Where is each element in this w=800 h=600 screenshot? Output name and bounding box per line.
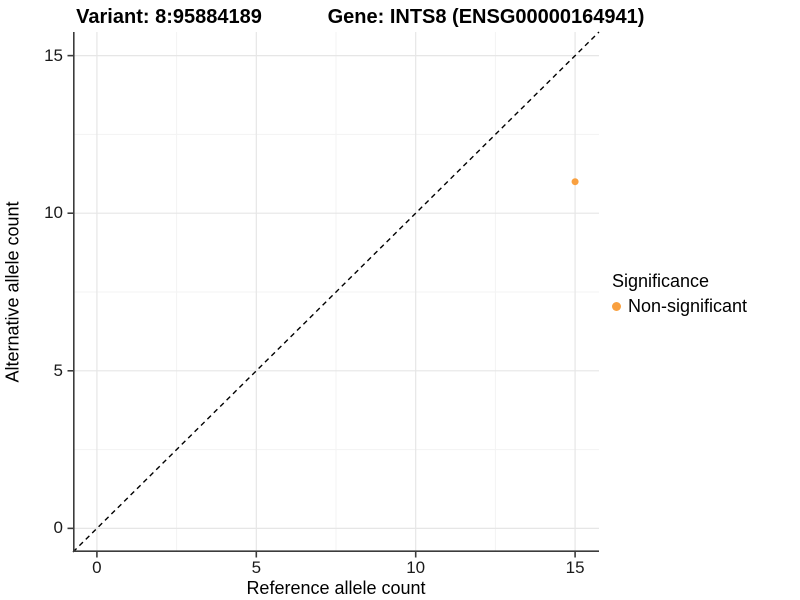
chart-canvas xyxy=(67,31,600,558)
plot-title-variant: Variant: 8:95884189 xyxy=(76,6,262,28)
legend-entry: Non-significant xyxy=(612,296,747,317)
y-tick-label: 5 xyxy=(53,360,63,380)
legend-point-icon xyxy=(612,302,621,311)
y-axis-label: Alternative allele count xyxy=(2,201,23,383)
y-tick-label: 15 xyxy=(44,45,63,65)
x-tick-label: 5 xyxy=(251,558,262,577)
plot-title-gene: Gene: INTS8 (ENSG00000164941) xyxy=(327,6,645,28)
legend: Significance Non-significant xyxy=(612,271,747,317)
x-tick-label: 10 xyxy=(406,558,426,577)
identity-line xyxy=(72,31,600,553)
x-tick-label: 15 xyxy=(565,558,585,577)
x-tick-label: 0 xyxy=(92,558,102,577)
y-tick-label: 10 xyxy=(44,203,63,223)
y-tick-label: 0 xyxy=(53,518,63,538)
legend-entry-label: Non-significant xyxy=(628,296,748,316)
legend-title: Significance xyxy=(612,271,710,291)
x-axis-label: Reference allele count xyxy=(246,578,426,598)
data-point xyxy=(571,178,579,186)
plot-panel xyxy=(67,31,600,558)
